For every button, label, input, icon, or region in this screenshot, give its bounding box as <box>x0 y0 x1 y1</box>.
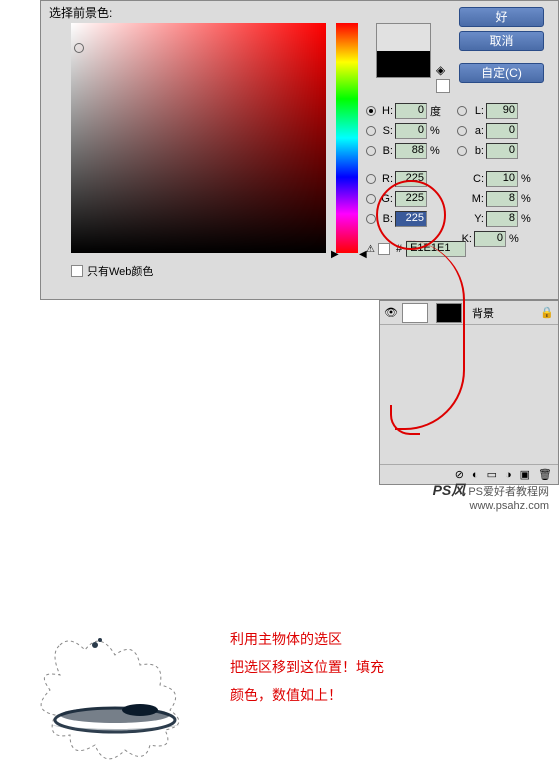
custom-button[interactable]: 自定(C) <box>459 63 544 83</box>
s-label: S: <box>379 125 393 137</box>
a-input[interactable]: 0 <box>486 123 518 139</box>
y-label: Y: <box>470 213 484 225</box>
web-only-checkbox-row: 只有Web颜色 <box>71 263 153 279</box>
k-unit: % <box>506 233 522 245</box>
s-unit: % <box>427 125 443 137</box>
m-label: M: <box>470 193 484 205</box>
h-unit: 度 <box>427 103 443 119</box>
g-radio[interactable] <box>366 194 376 204</box>
a-radio[interactable] <box>457 126 467 136</box>
bri-unit: % <box>427 145 443 157</box>
b-radio[interactable] <box>366 214 376 224</box>
bri-label: B: <box>379 145 393 157</box>
watermark-logo: PS风 <box>433 482 466 498</box>
l-radio[interactable] <box>457 106 467 116</box>
color-preview <box>376 23 431 78</box>
c-label: C: <box>470 173 484 185</box>
annotation-line1: 利用主物体的选区 <box>230 625 384 653</box>
m-input[interactable]: 8 <box>486 191 518 207</box>
layer-label: 背景 <box>472 305 494 321</box>
gamut-warn-box[interactable] <box>436 79 450 93</box>
splash-selection-graphic <box>0 625 230 780</box>
a-label: a: <box>470 125 484 137</box>
k-input[interactable]: 0 <box>474 231 506 247</box>
annotation-line3: 颜色，数值如上！ <box>230 681 384 709</box>
b2-input[interactable]: 0 <box>486 143 518 159</box>
annotation-arrow-curve <box>395 240 465 430</box>
adjust-icon[interactable]: ◑ <box>505 469 512 481</box>
y-unit: % <box>518 213 534 225</box>
bri-radio[interactable] <box>366 146 376 156</box>
mask-icon[interactable]: ◐ <box>472 469 479 481</box>
watermark-text: PS爱好者教程网 <box>468 486 549 498</box>
h-input[interactable]: 0 <box>395 103 427 119</box>
b2-label: b: <box>470 145 484 157</box>
l-label: L: <box>470 105 484 117</box>
s-input[interactable]: 0 <box>395 123 427 139</box>
annotation-text: 利用主物体的选区 把选区移到这位置！填充 颜色，数值如上！ <box>230 625 384 709</box>
l-input[interactable]: 90 <box>486 103 518 119</box>
annotation-line2: 把选区移到这位置！填充 <box>230 653 384 681</box>
warning-icon: ⚠ <box>366 244 375 255</box>
b2-radio[interactable] <box>457 146 467 156</box>
bri-input[interactable]: 88 <box>395 143 427 159</box>
r-label: R: <box>379 173 393 185</box>
r-radio[interactable] <box>366 174 376 184</box>
hue-arrow-left: ▶ <box>331 249 339 260</box>
ok-button[interactable]: 好 <box>459 7 544 27</box>
h-label: H: <box>379 105 393 117</box>
color-picker-dialog: 选择前景色: ▶ ◀ ◈ 好 取消 自定(C) H: 0 度 L: 90 S: … <box>40 0 559 300</box>
hue-radio[interactable] <box>366 106 376 116</box>
web-only-checkbox[interactable] <box>71 265 83 277</box>
web-only-label: 只有Web颜色 <box>87 263 153 279</box>
cancel-button[interactable]: 取消 <box>459 31 544 51</box>
preview-new-color <box>377 24 430 51</box>
watermark-url: www.psahz.com <box>470 500 549 512</box>
sv-cursor[interactable] <box>74 43 84 53</box>
preview-old-color[interactable] <box>377 51 430 78</box>
m-unit: % <box>518 193 534 205</box>
lock-icon: 🔒 <box>540 306 554 319</box>
y-input[interactable]: 8 <box>486 211 518 227</box>
websafe-swatch[interactable] <box>378 243 390 255</box>
watermark: PS风 PS爱好者教程网 www.psahz.com <box>433 480 549 512</box>
hue-strip[interactable] <box>336 23 358 253</box>
c-unit: % <box>518 173 534 185</box>
sat-radio[interactable] <box>366 126 376 136</box>
saturation-value-field[interactable] <box>71 23 326 253</box>
cube-icon: ◈ <box>436 63 450 77</box>
c-input[interactable]: 10 <box>486 171 518 187</box>
